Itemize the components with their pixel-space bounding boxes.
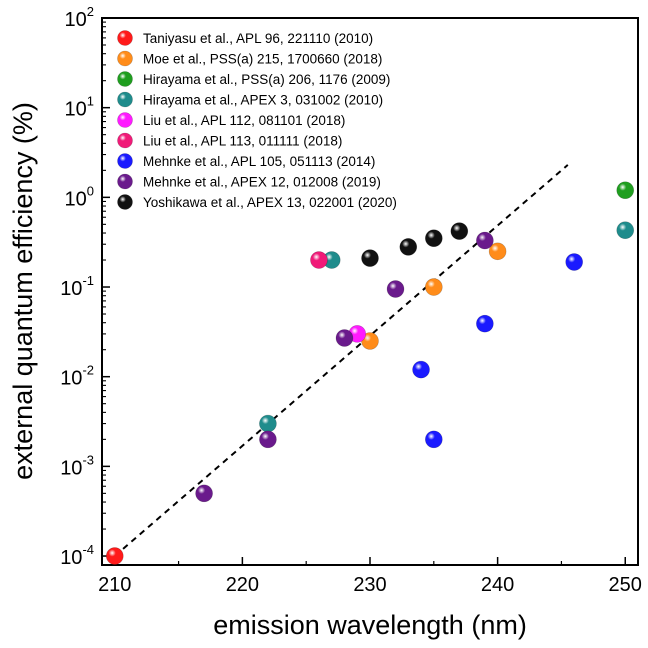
x-tick-label: 210: [98, 574, 131, 596]
y-tick-label: 10-3: [60, 452, 94, 479]
data-point: [476, 231, 494, 250]
data-point: [195, 484, 213, 503]
legend: Taniyasu et al., APL 96, 221110 (2010) Mo…: [117, 30, 397, 210]
data-point: [616, 221, 635, 240]
data-point: [425, 430, 443, 449]
legend-entry: Liu et al., APL 113, 011111 (2018): [143, 134, 342, 149]
x-tick-label: 230: [353, 574, 386, 596]
data-point: [565, 253, 583, 271]
legend-entry: Yoshikawa et al., APEX 13, 022001 (2020): [143, 195, 397, 210]
legend-entry: Hirayama et al., APEX 3, 031002 (2010): [143, 93, 383, 108]
data-point: [399, 238, 418, 256]
y-tick-label: 101: [65, 94, 94, 121]
data-point: [105, 547, 124, 565]
y-axis-label: external quantum efficiency (%): [8, 102, 38, 480]
y-tick-label: 10-4: [60, 542, 94, 569]
axis-ticks: 210 220 230 240 250 10-4 10-3 10-2 10-1 100 101 102: [60, 4, 642, 596]
data-point: [310, 251, 328, 269]
legend-marker: [117, 91, 133, 108]
data-point: [335, 329, 354, 347]
y-tick-label: 100: [65, 183, 94, 210]
y-tick-label: 10-1: [60, 273, 94, 300]
legend-marker: [117, 153, 133, 169]
legend-entry: Liu et al., APL 112, 081101 (2018): [143, 113, 345, 128]
data-point: [386, 280, 405, 298]
x-axis-label: emission wavelength (nm): [213, 610, 527, 640]
data-point: [412, 360, 430, 379]
data-point: [259, 414, 277, 433]
legend-marker: [117, 30, 133, 46]
x-tick-label: 250: [609, 574, 642, 596]
data-point: [616, 181, 635, 200]
legend-marker: [117, 132, 133, 149]
legend-entry: Mehnke et al., APL 105, 051113 (2014): [143, 154, 375, 169]
data-point: [259, 430, 277, 449]
x-tick-label: 240: [481, 574, 514, 596]
legend-marker: [117, 112, 133, 128]
legend-entry: Moe et al., PSS(a) 215, 1700660 (2018): [143, 52, 382, 67]
legend-entry: Taniyasu et al., APL 96, 221110 (2010): [143, 31, 373, 46]
y-tick-label: 102: [65, 4, 94, 31]
data-point: [450, 222, 469, 240]
y-tick-label: 10-2: [60, 363, 94, 390]
data-point: [488, 242, 507, 261]
legend-marker: [117, 71, 133, 87]
legend-marker: [117, 50, 133, 67]
data-point: [425, 229, 443, 248]
data-point: [361, 249, 379, 267]
data-point: [476, 314, 494, 333]
trend-line: [114, 164, 569, 557]
legend-marker: [117, 173, 133, 190]
x-tick-label: 220: [226, 574, 259, 596]
legend-entry: Mehnke et al., APEX 12, 012008 (2019): [143, 175, 381, 190]
data-points: [105, 181, 635, 565]
legend-marker: [117, 194, 133, 210]
legend-entry: Hirayama et al., PSS(a) 206, 1176 (2009): [143, 72, 390, 87]
data-point: [425, 278, 443, 296]
